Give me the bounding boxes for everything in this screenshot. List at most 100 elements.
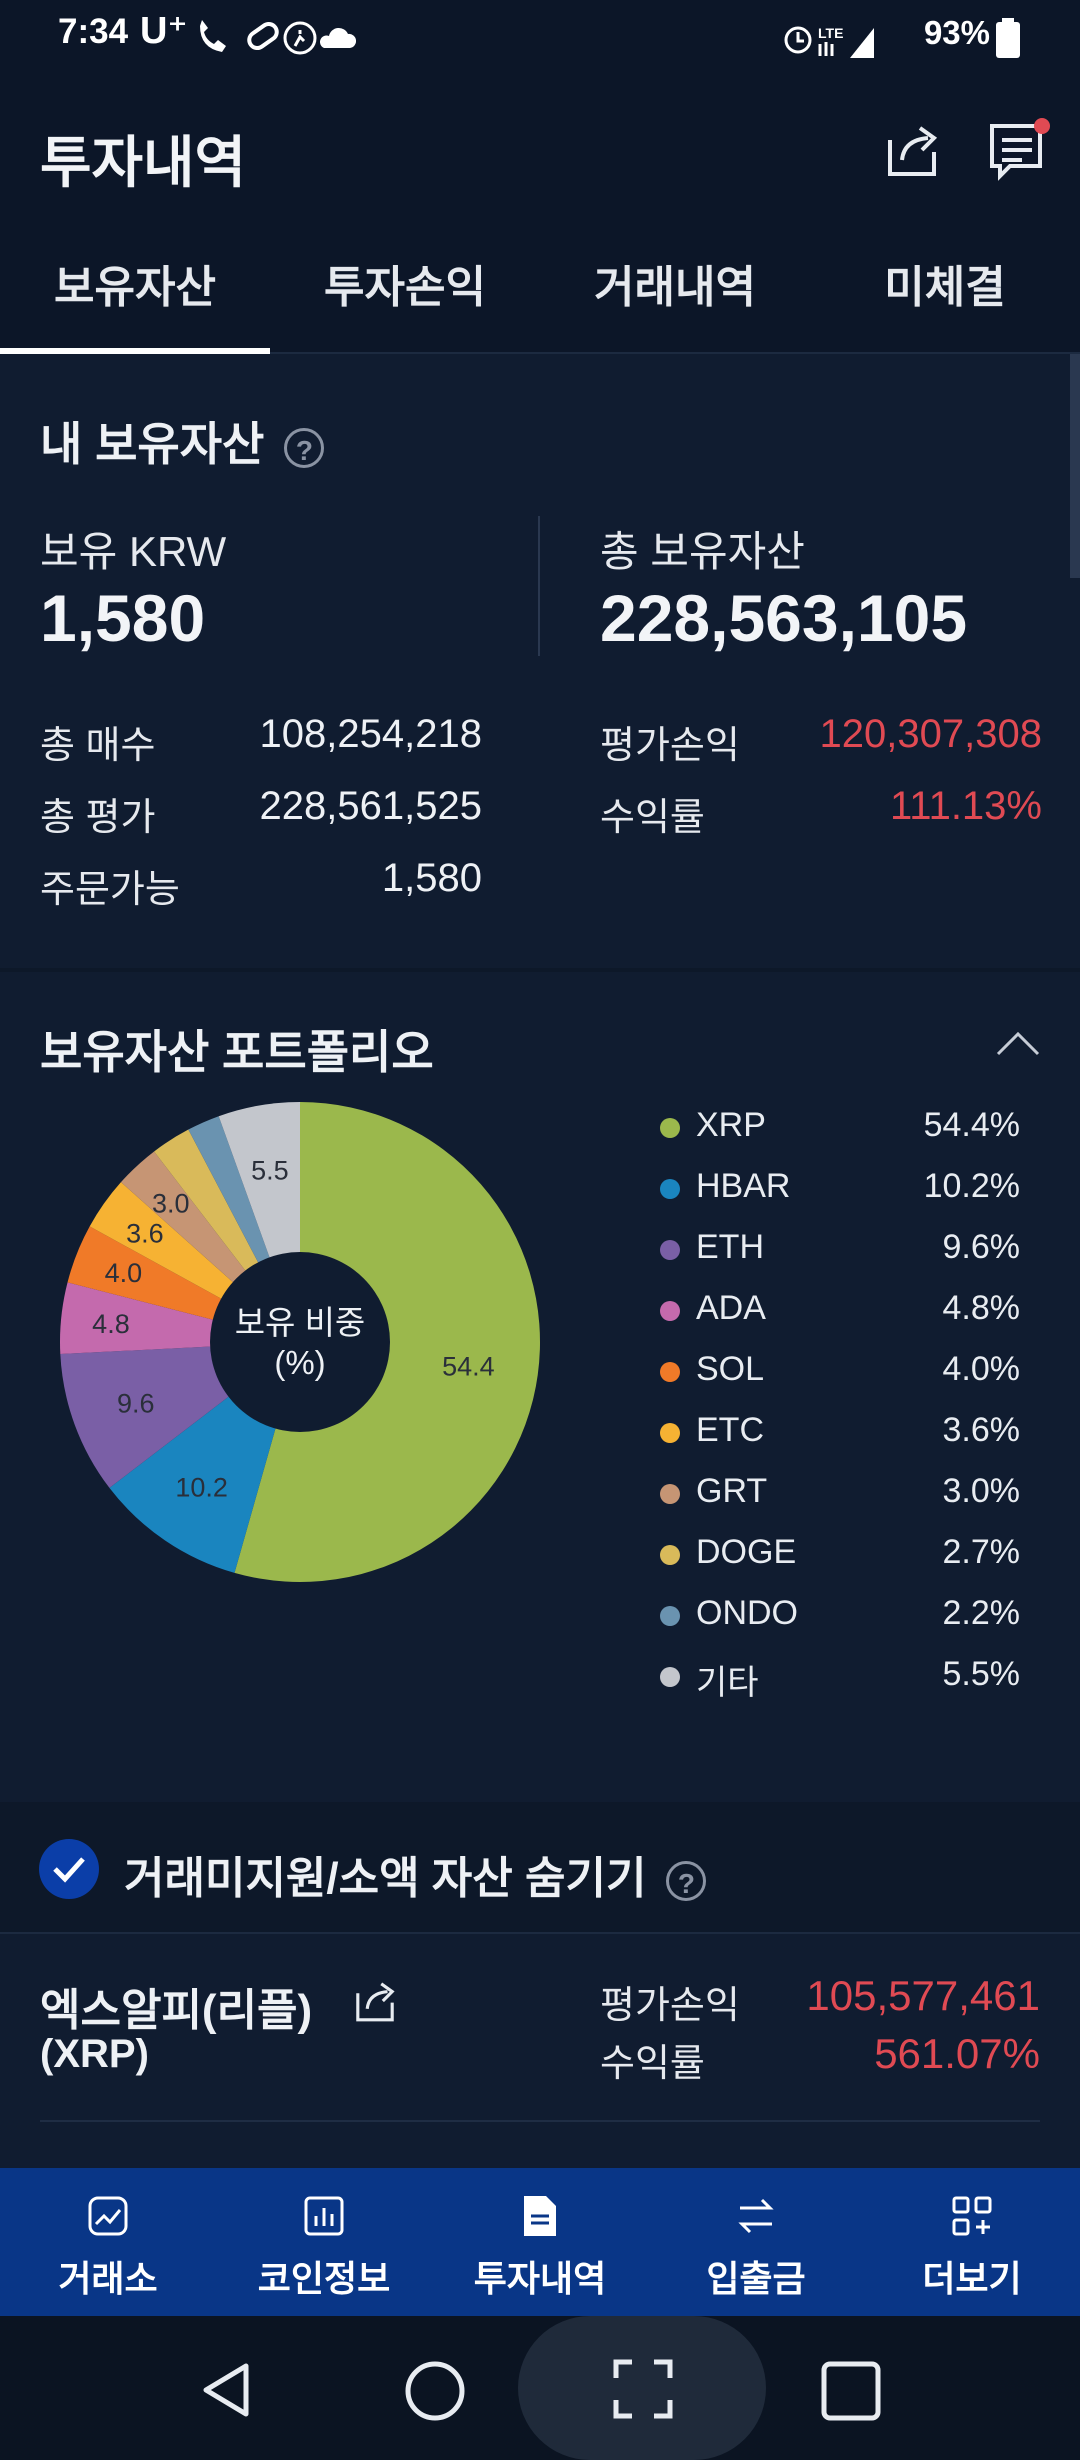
legend-value: 3.6% — [942, 1411, 1021, 1449]
asset-pnl-label: 평가손익 — [600, 1985, 740, 2027]
legend-label: ETC — [696, 1411, 764, 1449]
checkbox-checked-icon[interactable] — [38, 1838, 100, 1900]
system-nav-bar — [0, 2316, 1080, 2460]
legend-value: 2.2% — [942, 1594, 1021, 1632]
bottom-nav: 거래소 코인정보 투자내역 입출금 더보기 — [0, 2168, 1080, 2316]
legend-value: 10.2% — [923, 1167, 1020, 1205]
total-buy-label: 총 매수 — [40, 725, 156, 767]
legend-swatch — [660, 1240, 680, 1260]
page-title: 투자내역 — [40, 131, 247, 194]
nav-label: 더보기 — [922, 2258, 1022, 2299]
total-assets-label: 총 보유자산 — [600, 528, 805, 575]
battery-percent: 93% — [923, 14, 990, 51]
holdings-title-text: 내 보유자산 — [40, 418, 265, 470]
back-icon[interactable] — [196, 2360, 256, 2420]
asset-share-icon[interactable] — [350, 1976, 400, 2026]
notice-icon[interactable] — [986, 118, 1050, 182]
legend-item: GRT 3.0% — [660, 1466, 1020, 1527]
asset-rate-value: 561.07% — [874, 2030, 1040, 2077]
legend-item: HBAR 10.2% — [660, 1161, 1020, 1222]
legend-value: 2.7% — [942, 1533, 1021, 1571]
portfolio-donut-chart: 보유 비중 (%) 54.4 10.2 9.6 4.8 4.0 3.63.0 5.5 — [60, 1102, 541, 1582]
scrollbar[interactable] — [1070, 354, 1080, 578]
nav-more[interactable]: 더보기 — [864, 2168, 1080, 2316]
orderable-label: 주문가능 — [40, 869, 180, 911]
status-time: 7:34 — [58, 12, 129, 51]
home-icon[interactable] — [404, 2360, 466, 2422]
legend-item: SOL 4.0% — [660, 1344, 1020, 1405]
portfolio-legend: XRP 54.4% HBAR 10.2% ETH 9.6% ADA 4.8% SOL 4.0% ET… — [0, 972, 1080, 1802]
legend-label: SOL — [696, 1350, 765, 1388]
legend-item: XRP 54.4% — [660, 1100, 1020, 1161]
legend-item: ETH 9.6% — [660, 1222, 1020, 1283]
legend-label: GRT — [696, 1472, 768, 1510]
status-left-icons — [200, 20, 356, 55]
legend-label: ONDO — [696, 1594, 798, 1632]
legend-value: 9.6% — [942, 1228, 1021, 1266]
nav-coin-info[interactable]: 코인정보 — [216, 2168, 432, 2316]
list-item[interactable]: 엑스알피(리플) (XRP) 평가손익 105,577,461 수익률 561.… — [40, 1934, 1040, 2122]
legend-label: ADA — [696, 1289, 766, 1327]
donut-center-label-1: 보유 비중 — [235, 1304, 366, 1341]
cloud-icon — [320, 27, 356, 48]
slice-label-기타: 5.5 — [251, 1156, 289, 1186]
legend-label: XRP — [696, 1106, 766, 1144]
nav-label: 코인정보 — [257, 2258, 391, 2299]
holdings-title: 내 보유자산? — [40, 408, 325, 474]
help-icon[interactable]: ? — [284, 427, 325, 468]
lte-icon: LTE — [818, 25, 843, 41]
tab-holdings[interactable]: 보유자산 — [54, 263, 216, 312]
nav-investment-history[interactable]: 투자내역 — [432, 2168, 648, 2316]
slice-label-HBAR: 10.2 — [175, 1473, 228, 1503]
coin-info-icon — [304, 2196, 344, 2236]
hide-small-assets-label: 거래미지원/소액 자산 숨기기? — [124, 1842, 707, 1906]
legend-swatch — [660, 1423, 680, 1443]
asset-pnl-value: 105,577,461 — [806, 1972, 1040, 2019]
nav-label: 입출금 — [706, 2258, 806, 2299]
share-icon[interactable] — [880, 118, 944, 182]
legend-item: ONDO 2.2% — [660, 1588, 1020, 1649]
legend-swatch — [660, 1667, 680, 1687]
legend-swatch — [660, 1118, 680, 1138]
legend-label: 기타 — [696, 1664, 759, 1702]
slice-label-XRP: 54.4 — [442, 1351, 495, 1381]
screen-capture-icon[interactable] — [612, 2358, 674, 2420]
slice-label-GRT: 3.0 — [152, 1189, 190, 1219]
legend-swatch — [660, 1362, 680, 1382]
screenshot-button-bg[interactable] — [518, 2316, 766, 2460]
more-grid-icon — [952, 2196, 992, 2236]
nav-deposit-withdraw[interactable]: 입출금 — [648, 2168, 864, 2316]
tab-transactions[interactable]: 거래내역 — [594, 263, 756, 312]
legend-item: ETC 3.6% — [660, 1405, 1020, 1466]
nav-exchange[interactable]: 거래소 — [0, 2168, 216, 2316]
legend-label: DOGE — [696, 1533, 797, 1571]
total-assets-value: 228,563,105 — [600, 581, 968, 655]
total-eval-label: 총 평가 — [40, 797, 156, 839]
status-carrier: U⁺ — [140, 10, 188, 52]
pill-icon — [247, 21, 279, 51]
asset-list: 엑스알피(리플) (XRP) 평가손익 105,577,461 수익률 561.… — [0, 1934, 1080, 2168]
legend-item: 기타 5.5% — [660, 1649, 1020, 1710]
document-icon — [524, 2196, 556, 2236]
help-icon[interactable]: ? — [666, 1861, 707, 1902]
pnl-value: 120,307,308 — [819, 712, 1042, 756]
legend-item: DOGE 2.7% — [660, 1527, 1020, 1588]
recents-icon[interactable] — [820, 2360, 882, 2422]
holdings-summary-section: 내 보유자산? 보유 KRW 1,580 총 보유자산 228,563,105 … — [0, 354, 1080, 968]
return-rate-value: 111.13% — [890, 784, 1042, 828]
hide-small-assets-row[interactable]: 거래미지원/소액 자산 숨기기? — [0, 1806, 1080, 1934]
donut-hole — [210, 1252, 390, 1432]
notification-dot — [1034, 118, 1050, 134]
collapse-chevron-up-icon[interactable] — [994, 1028, 1042, 1058]
tab-unfilled[interactable]: 미체결 — [884, 263, 1006, 312]
legend-value: 4.0% — [942, 1350, 1021, 1388]
asset-rate-label: 수익률 — [600, 2043, 705, 2085]
tab-profit-loss[interactable]: 투자손익 — [324, 263, 486, 312]
pnl-label: 평가손익 — [600, 725, 740, 767]
return-rate-label: 수익률 — [600, 797, 705, 839]
legend-label: ETH — [696, 1228, 764, 1266]
total-buy-value: 108,254,218 — [259, 712, 482, 756]
exchange-chart-icon — [88, 2196, 128, 2236]
app-header — [0, 78, 1080, 258]
running-icon — [283, 21, 317, 55]
